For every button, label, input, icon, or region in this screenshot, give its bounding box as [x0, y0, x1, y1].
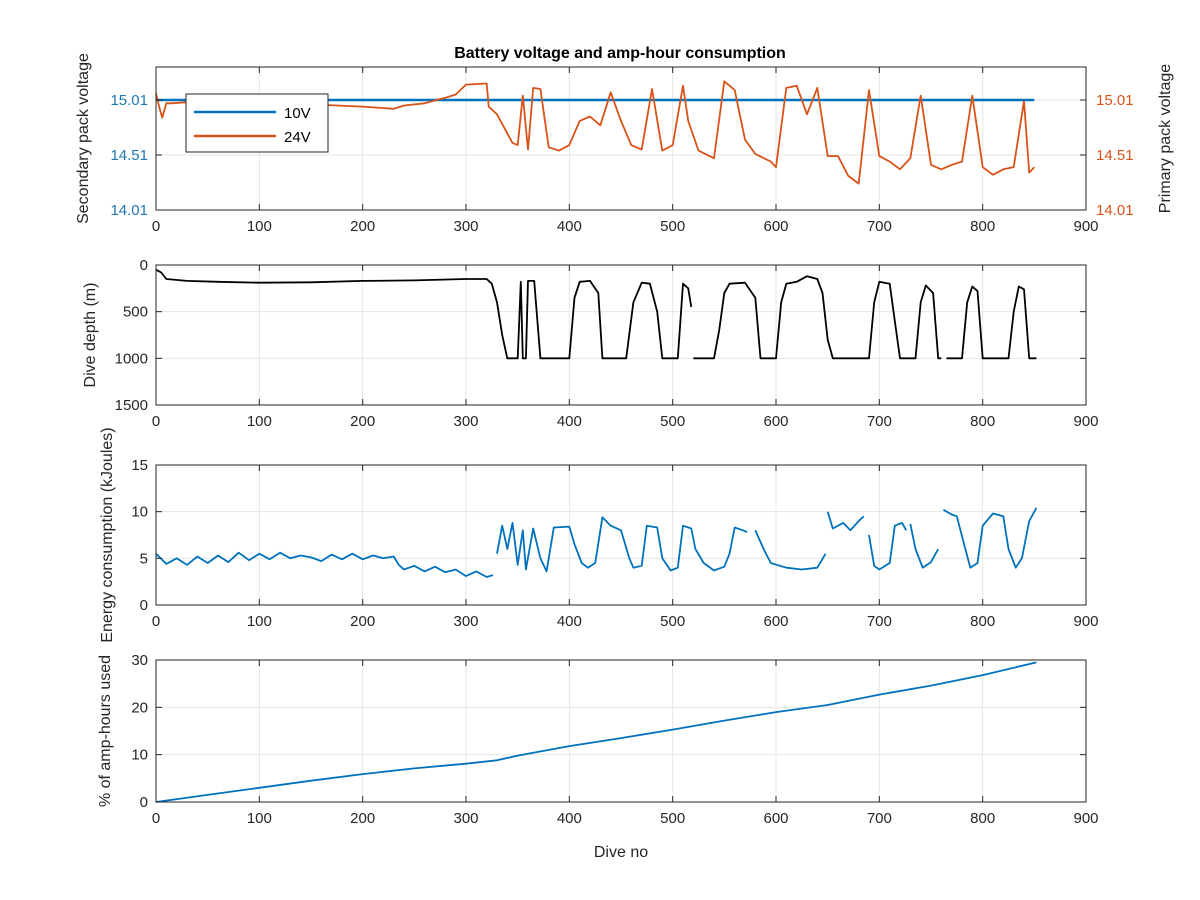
energy-x-tick-label-9: 900	[1073, 613, 1098, 630]
legend-box	[185, 93, 329, 153]
amphours-x-tick-label-4: 400	[557, 810, 582, 827]
amphours-x-tick-label-7: 700	[867, 810, 892, 827]
energy-y-tick-label-2: 10	[131, 504, 148, 521]
amphours-plot-area	[156, 660, 1086, 802]
depth-plot-area	[156, 265, 1086, 405]
voltage-y-right-axis-label: Primary pack voltage	[1157, 64, 1174, 213]
voltage-axes-frame	[155, 66, 1087, 211]
energy-x-tick-label-1: 100	[247, 613, 272, 630]
voltage-x-tick-label-4: 400	[557, 218, 582, 235]
depth-y-tick-label-1: 500	[123, 304, 148, 321]
amphours-x-tick-label-5: 500	[660, 810, 685, 827]
voltage-y-tick-label-0: 14.01	[110, 202, 148, 219]
energy-x-tick-label-7: 700	[867, 613, 892, 630]
panel-depth: 0 100 200 300 400 500 600 700 800 900 0 500 1000 1500…	[82, 257, 1099, 430]
energy-x-tick-label-0: 0	[152, 613, 160, 630]
energy-y-axis-label: Energy consumption (kJoules)	[99, 427, 116, 642]
depth-series-0-line-0	[155, 268, 693, 360]
panel-energy: 0 100 200 300 400 500 600 700 800 900 0 5 10 15 Energy…	[99, 427, 1099, 642]
depth-y-tick-label-3: 1500	[115, 397, 148, 414]
energy-plot-area	[156, 465, 1086, 605]
amphours-y-tick-label-3: 30	[131, 652, 148, 669]
depth-x-tick-label-5: 500	[660, 413, 685, 430]
amphours-series-0-line-0	[155, 661, 1037, 803]
amphours-x-tick-label-6: 600	[763, 810, 788, 827]
amphours-axes-frame	[155, 659, 1087, 803]
depth-x-tick-label-8: 800	[970, 413, 995, 430]
energy-series-0-line-1	[496, 516, 748, 573]
depth-x-tick-label-2: 200	[350, 413, 375, 430]
amphours-y-tick-label-2: 20	[131, 699, 148, 716]
amphours-y-axis-label: % of amp-hours used	[97, 655, 114, 807]
depth-y-tick-label-0: 0	[140, 257, 148, 274]
voltage-y-tick-label-1: 14.51	[110, 147, 148, 164]
energy-series-0-line-6	[942, 507, 1038, 569]
depth-x-tick-label-3: 300	[453, 413, 478, 430]
depth-x-tick-label-6: 600	[763, 413, 788, 430]
depth-x-tick-label-4: 400	[557, 413, 582, 430]
energy-x-tick-label-4: 400	[557, 613, 582, 630]
amphours-x-tick-label-3: 300	[453, 810, 478, 827]
voltage-x-tick-label-0: 0	[152, 218, 160, 235]
energy-x-tick-label-5: 500	[660, 613, 685, 630]
amphours-y-tick-label-1: 10	[131, 747, 148, 764]
energy-x-tick-label-6: 600	[763, 613, 788, 630]
voltage-x-tick-label-1: 100	[247, 218, 272, 235]
depth-axes-frame	[155, 264, 1087, 406]
chart-title: Battery voltage and amp-hour consumption	[454, 45, 786, 62]
amphours-x-tick-label-1: 100	[247, 810, 272, 827]
energy-x-tick-label-3: 300	[453, 613, 478, 630]
energy-y-tick-label-3: 15	[131, 457, 148, 474]
panel-amphours: 0 100 200 300 400 500 600 700 800 900 0 10 20 30 % of …	[97, 652, 1099, 861]
voltage-x-tick-label-7: 700	[867, 218, 892, 235]
energy-y-tick-label-0: 0	[140, 597, 148, 614]
amphours-y-tick-label-0: 0	[140, 794, 148, 811]
energy-x-tick-label-8: 800	[970, 613, 995, 630]
energy-series-0-line-2	[754, 529, 827, 571]
depth-y-axis-label: Dive depth (m)	[82, 283, 99, 388]
depth-x-tick-label-1: 100	[247, 413, 272, 430]
voltage-y-right-tick-label-2: 15.01	[1096, 92, 1134, 109]
amphours-x-tick-label-8: 800	[970, 810, 995, 827]
depth-y-tick-label-2: 1000	[115, 350, 148, 367]
energy-axes-frame	[155, 464, 1087, 606]
voltage-x-tick-label-8: 800	[970, 218, 995, 235]
amphours-x-tick-label-0: 0	[152, 810, 160, 827]
energy-series-0-line-3	[826, 511, 865, 532]
energy-series-0-line-4	[868, 522, 907, 571]
voltage-x-tick-label-2: 200	[350, 218, 375, 235]
depth-x-tick-label-7: 700	[867, 413, 892, 430]
voltage-x-tick-label-6: 600	[763, 218, 788, 235]
energy-y-tick-label-1: 5	[140, 550, 148, 567]
voltage-x-tick-label-9: 900	[1073, 218, 1098, 235]
energy-series-0-line-5	[909, 523, 939, 569]
voltage-x-tick-label-3: 300	[453, 218, 478, 235]
voltage-y-right-tick-label-1: 14.51	[1096, 147, 1134, 164]
depth-x-tick-label-0: 0	[152, 413, 160, 430]
amphours-x-axis-label: Dive no	[594, 844, 648, 861]
voltage-y-right-tick-label-0: 14.01	[1096, 202, 1134, 219]
energy-series-0-line-0	[155, 551, 494, 578]
depth-series-0-line-2	[946, 285, 1037, 360]
legend-label-24v: 24V	[284, 129, 311, 146]
legend-label-10v: 10V	[284, 105, 311, 122]
amphours-x-tick-label-2: 200	[350, 810, 375, 827]
energy-x-tick-label-2: 200	[350, 613, 375, 630]
amphours-x-tick-label-9: 900	[1073, 810, 1098, 827]
voltage-y-tick-label-2: 15.01	[110, 92, 148, 109]
depth-x-tick-label-9: 900	[1073, 413, 1098, 430]
voltage-y-axis-label: Secondary pack voltage	[75, 53, 92, 224]
voltage-series-24v-line-0	[155, 80, 1035, 185]
voltage-x-tick-label-5: 500	[660, 218, 685, 235]
panel-voltage: 0 100 200 300 400 500 600 700 800 90014.0114.5115…	[75, 53, 1174, 235]
depth-series-0-line-1	[693, 275, 942, 360]
